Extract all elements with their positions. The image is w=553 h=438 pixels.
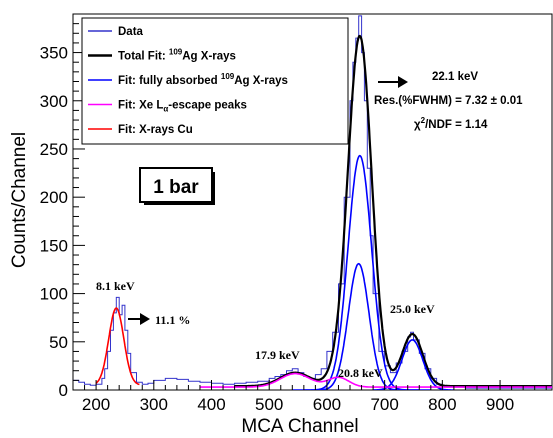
legend-entry: Fit: X-rays Cu <box>118 124 193 136</box>
y-tick-label: 250 <box>40 140 68 159</box>
y-tick-label: 150 <box>40 236 68 255</box>
x-axis-title: MCA Channel <box>241 416 358 437</box>
x-tick-label: 500 <box>255 395 283 414</box>
peak-25-label: 25.0 keV <box>390 302 435 316</box>
series-1 <box>234 34 552 388</box>
x-tick-label: 400 <box>197 395 225 414</box>
legend: Data Total Fit: 109Ag X-rays Fit: fully ab… <box>81 17 349 145</box>
y-tick-label: 50 <box>49 333 68 352</box>
x-tick-label: 900 <box>486 395 514 414</box>
main-peak-annotation: 22.1 keV Res.(%FWHM) = 7.32 ± 0.01 χ2/ND… <box>374 71 523 131</box>
cu-resolution: 11.1 % <box>155 313 190 327</box>
series-2 <box>292 154 431 390</box>
x-tick-label: 600 <box>313 395 341 414</box>
cu-peak-annotation: 8.1 keV 11.1 % <box>96 279 190 327</box>
legend-entry: Total Fit: 109Ag X-rays <box>118 48 236 63</box>
y-tick-label: 350 <box>40 44 68 63</box>
peak-17-9-label: 17.9 keV <box>255 348 300 362</box>
series-0 <box>73 15 552 389</box>
peak-20-8-label: 20.8 keV <box>338 366 383 380</box>
legend-entry: Fit: Xe Lα-escape peaks <box>118 100 247 114</box>
legend-box <box>81 17 349 145</box>
pressure-text: 1 bar <box>153 177 199 198</box>
y-tick-label: 200 <box>40 188 68 207</box>
cu-peak-energy: 8.1 keV <box>96 279 135 293</box>
pressure-label: 1 bar <box>139 167 215 205</box>
x-axis: 200 300 400 500 600 700 800 900 <box>82 380 547 414</box>
y-tick-label: 0 <box>59 381 68 400</box>
chi2-ndf: χ2/NDF = 1.14 <box>414 116 488 131</box>
x-tick-label: 300 <box>140 395 168 414</box>
x-tick-label: 800 <box>428 395 456 414</box>
y-tick-label: 300 <box>40 92 68 111</box>
legend-entry: Data <box>118 26 144 38</box>
series-5 <box>200 372 552 388</box>
series-3 <box>303 262 420 390</box>
x-tick-label: 200 <box>82 395 110 414</box>
main-peak-energy: 22.1 keV <box>432 71 478 83</box>
y-axis: 0 50 100 150 200 250 300 350 <box>40 23 85 400</box>
series-6 <box>95 307 140 386</box>
x-tick-label: 700 <box>370 395 398 414</box>
y-tick-label: 100 <box>40 285 68 304</box>
y-axis-title: Counts/Channel <box>9 132 30 268</box>
main-peak-resolution: Res.(%FWHM) = 7.32 ± 0.01 <box>374 95 523 107</box>
legend-entry: Fit: fully absorbed 109Ag X-rays <box>118 72 288 87</box>
